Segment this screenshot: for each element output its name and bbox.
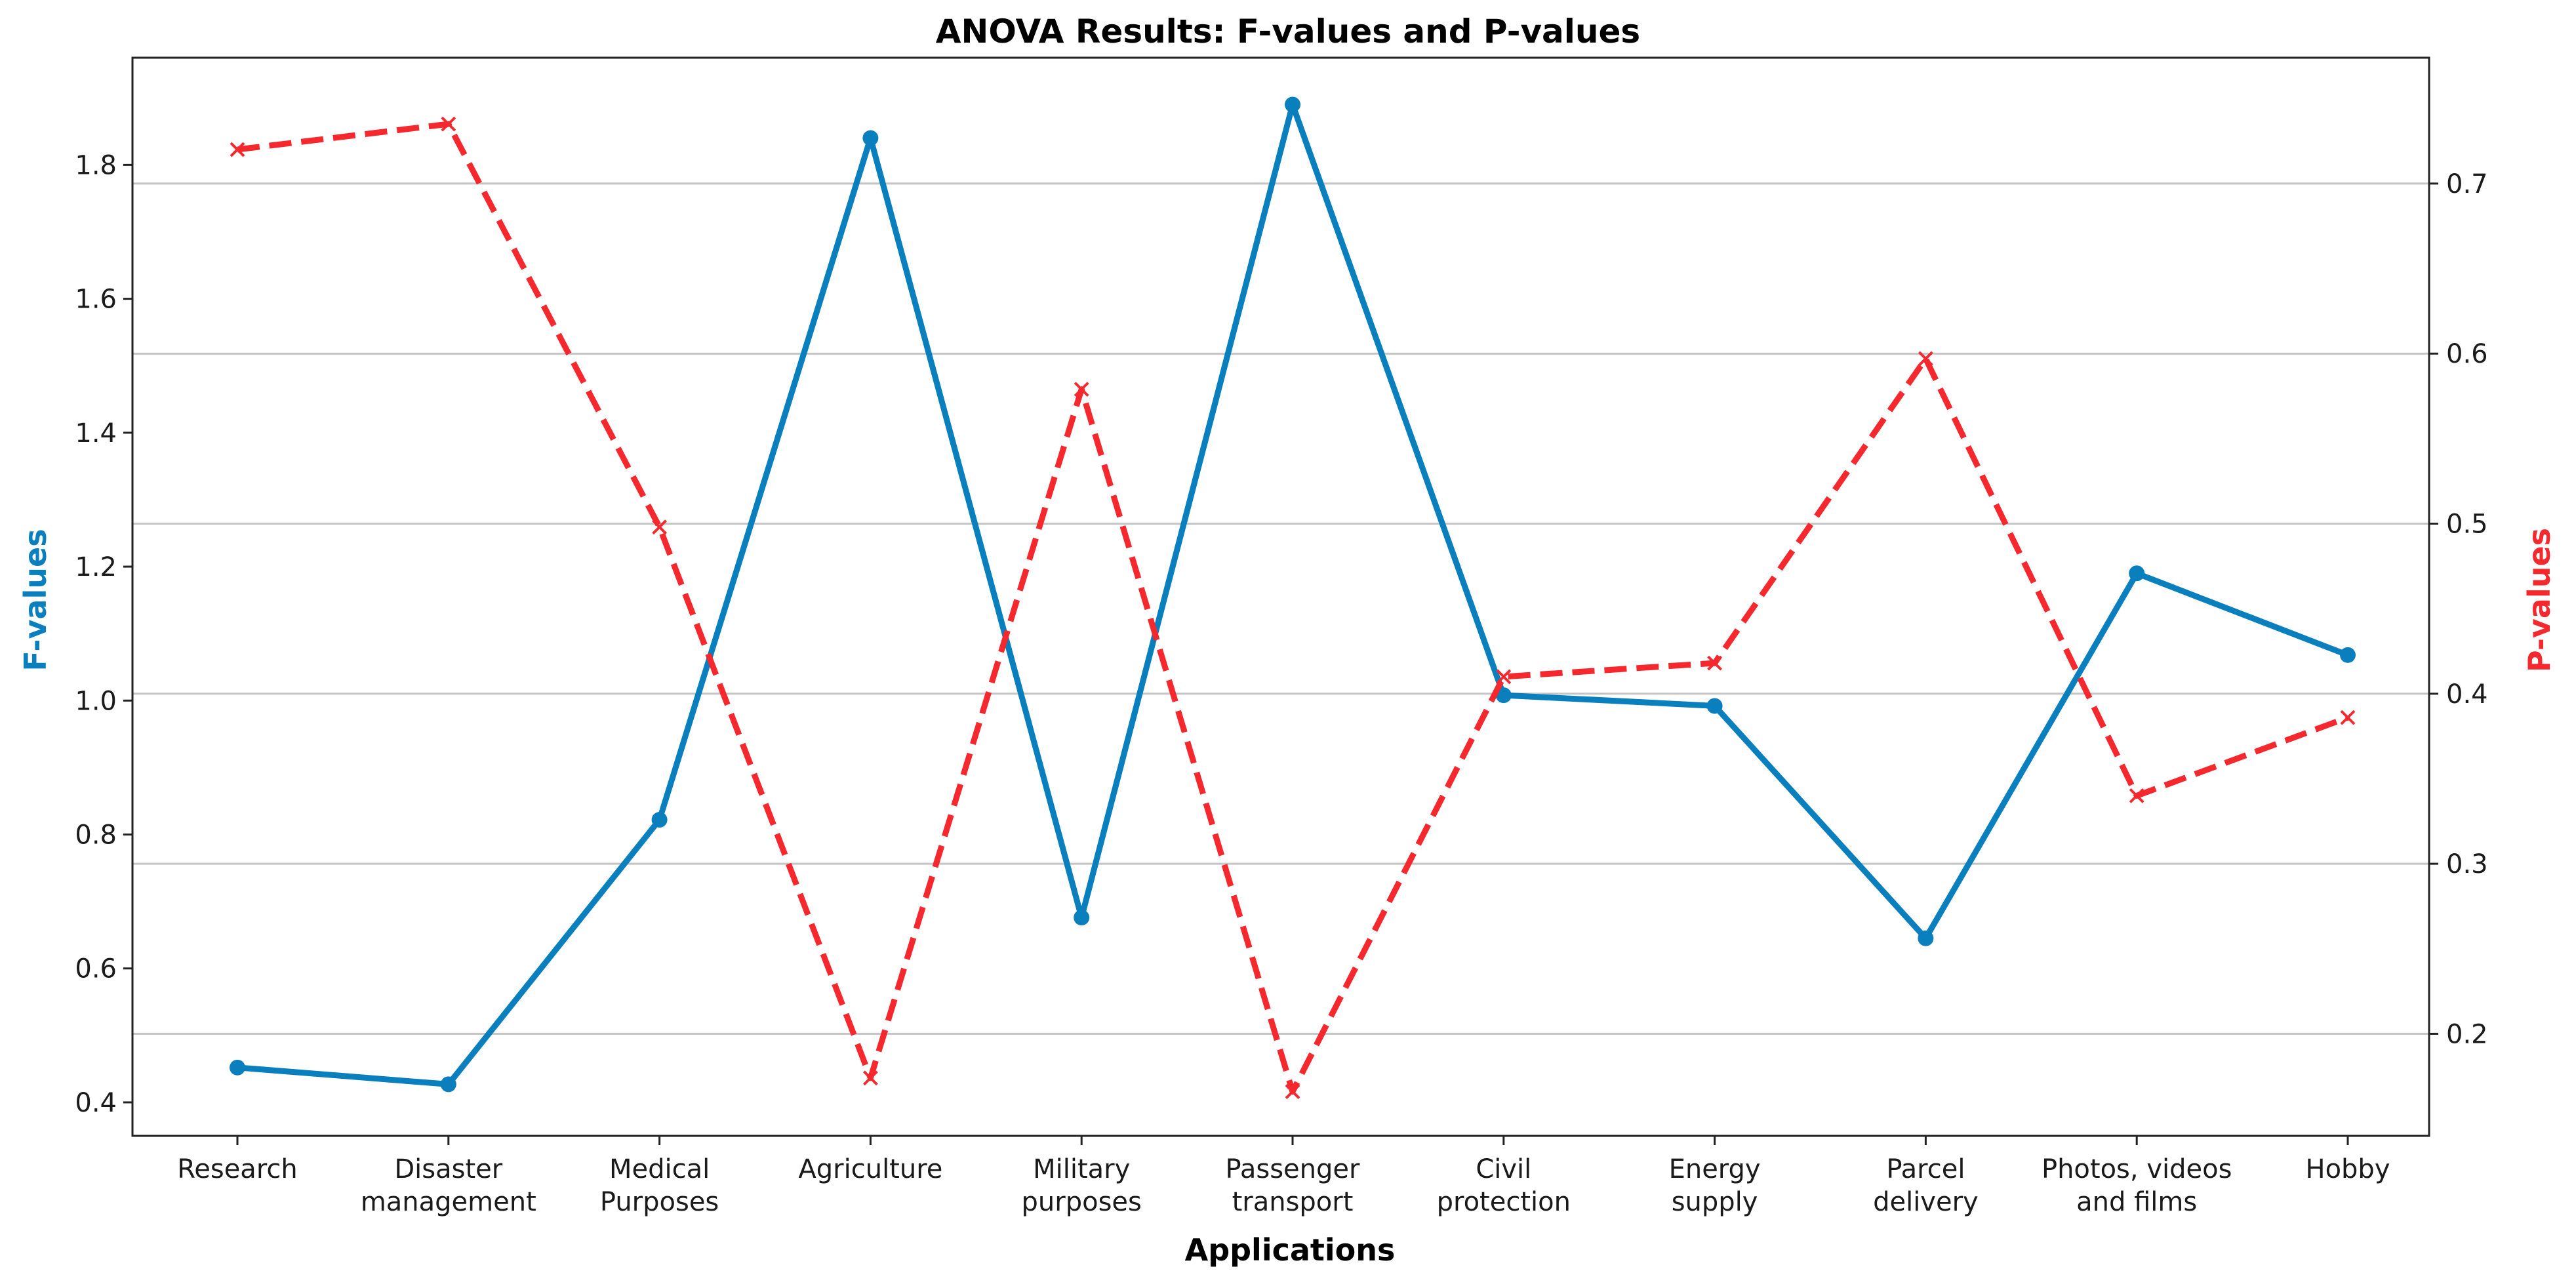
x-axis-category-label-line: Passenger	[1226, 1154, 1360, 1184]
x-axis-category-label-line: transport	[1232, 1187, 1354, 1217]
x-axis-category-label: Hobby	[2305, 1154, 2390, 1184]
x-axis-category-label: Civil protection	[1437, 1154, 1571, 1217]
x-axis-category-label: Research	[177, 1154, 297, 1184]
x-axis-category-label: Military purposes	[1022, 1154, 1142, 1217]
p-value-point	[652, 519, 668, 535]
grid-layer	[132, 182, 2429, 1035]
p-value-point	[1496, 669, 1512, 685]
x-axis-label: Applications	[1185, 1232, 1396, 1268]
p-value-point	[2129, 788, 2144, 803]
f-value-point	[1074, 910, 1090, 926]
f-value-point	[440, 1076, 456, 1093]
x-axis-category-label: Energy supply	[1669, 1154, 1761, 1217]
x-axis-category-label: Parcel delivery	[1873, 1154, 1979, 1217]
x-axis-category-label-line: Photos, videos	[2042, 1154, 2232, 1184]
f-value-point	[2340, 647, 2356, 663]
left-axis-tick-label: 1.6	[75, 285, 117, 315]
right-axis-tick-label: 0.5	[2446, 509, 2488, 539]
p-value-point	[230, 142, 245, 157]
f-value-point	[1495, 687, 1512, 704]
left-axis-label: F-values	[18, 529, 53, 671]
right-axis-tick-label: 0.7	[2446, 169, 2488, 199]
right-axis-tick-label: 0.3	[2446, 849, 2488, 879]
x-axis-category-label-line: protection	[1437, 1187, 1571, 1217]
right-axis-tick-label: 0.2	[2446, 1019, 2488, 1049]
f-value-point	[2129, 565, 2145, 582]
series-p-values	[230, 116, 2356, 1099]
p-value-marker-stroke	[1285, 1084, 1300, 1099]
left-axis-tick-label: 1.4	[75, 418, 117, 449]
p-value-point	[441, 116, 456, 132]
plot-frame	[131, 56, 2430, 1137]
f-value-point	[1706, 698, 1723, 714]
x-axis-category-label-line: Military	[1033, 1154, 1130, 1184]
p-value-marker-stroke	[441, 116, 456, 132]
series-layer	[230, 96, 2356, 1099]
x-axis-category-label-line: Disaster	[394, 1154, 502, 1184]
left-axis-tick-label: 0.8	[75, 820, 117, 850]
p-value-marker-stroke	[1918, 351, 1933, 367]
left-axis-tick-label: 1.0	[75, 686, 117, 716]
x-axis-category-label-line: Purposes	[600, 1187, 719, 1217]
right-axis: 0.2 0.3 0.4 0.5 0.6 0.7	[2429, 169, 2488, 1049]
f-value-point	[1285, 96, 1300, 113]
x-axis: Research Disaster management Medical Purpose…	[177, 1136, 2390, 1217]
p-value-marker-stroke	[2129, 788, 2144, 803]
x-axis-category-label-line: management	[361, 1187, 536, 1217]
x-axis-category-label: Disaster management	[361, 1154, 536, 1217]
p-value-point	[1074, 382, 1089, 397]
x-axis-category-label-line: Agriculture	[798, 1154, 942, 1184]
p-value-marker-stroke	[652, 519, 668, 535]
x-axis-category-label-line: purposes	[1022, 1187, 1142, 1217]
x-axis-category-label-line: Research	[177, 1154, 297, 1184]
f-value-point	[1918, 930, 1934, 946]
x-axis-category-label-line: Energy	[1669, 1154, 1761, 1184]
p-value-marker-stroke	[1496, 669, 1512, 685]
p-value-point	[1285, 1084, 1300, 1099]
p-value-marker-stroke	[230, 142, 245, 157]
p-value-marker-stroke	[2340, 710, 2356, 725]
x-axis-category-label-line: Hobby	[2305, 1154, 2390, 1184]
p-value-point	[1707, 655, 1723, 671]
left-axis-tick-label: 0.6	[75, 954, 117, 984]
series-f-values	[230, 96, 2356, 1093]
f-value-point	[230, 1059, 245, 1076]
right-axis-label: P-values	[2522, 528, 2557, 672]
x-axis-category-label: Medical Purposes	[600, 1154, 719, 1217]
f-value-point	[651, 812, 668, 828]
left-axis-tick-label: 1.8	[75, 150, 117, 180]
series-line	[237, 121, 2349, 1095]
x-axis-category-label-line: supply	[1672, 1187, 1758, 1217]
x-axis-category-label-line: and films	[2076, 1187, 2197, 1217]
p-value-marker-stroke	[1074, 382, 1089, 397]
x-axis-category-label: Passenger transport	[1226, 1154, 1360, 1217]
right-axis-tick-label: 0.6	[2446, 339, 2488, 369]
x-axis-category-label-line: delivery	[1873, 1187, 1979, 1217]
p-value-marker-stroke	[862, 1070, 878, 1086]
p-value-point	[1918, 351, 1933, 367]
right-axis-tick-label: 0.4	[2446, 679, 2488, 710]
p-value-point	[2340, 710, 2356, 725]
left-axis: 0.4 0.6 0.8 1.0 1.2 1.4 1.6 1.8	[75, 150, 132, 1118]
chart-title: ANOVA Results: F-values and P-values	[936, 12, 1640, 50]
x-axis-category-label-line: Civil	[1476, 1154, 1531, 1184]
p-value-marker-stroke	[1707, 655, 1723, 671]
p-value-point	[862, 1070, 878, 1086]
x-axis-category-label: Agriculture	[798, 1154, 942, 1184]
x-axis-category-label-line: Medical	[609, 1154, 710, 1184]
f-value-point	[862, 130, 879, 146]
x-axis-category-label: Photos, videos and films	[2042, 1154, 2232, 1217]
left-axis-tick-label: 1.2	[75, 552, 117, 582]
left-axis-tick-label: 0.4	[75, 1088, 117, 1118]
x-axis-category-label-line: Parcel	[1886, 1154, 1965, 1184]
series-line	[237, 102, 2349, 1087]
